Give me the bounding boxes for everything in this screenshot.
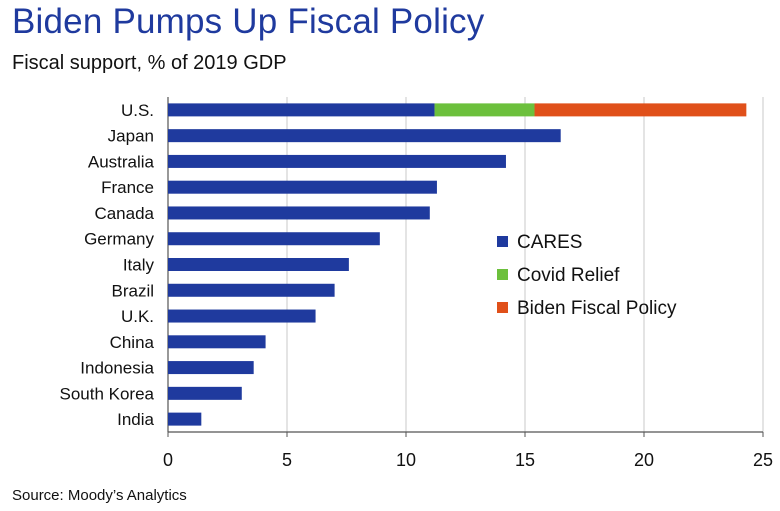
chart-subtitle: Fiscal support, % of 2019 GDP xyxy=(12,52,287,74)
bar-cares xyxy=(168,129,561,143)
x-tick-label: 10 xyxy=(396,450,416,470)
bars xyxy=(168,103,747,426)
legend-swatch xyxy=(497,302,508,313)
legend-swatch xyxy=(497,269,508,280)
legend-label: CARES xyxy=(517,232,582,253)
category-label: Canada xyxy=(94,204,154,223)
bar-cares xyxy=(168,206,430,220)
bar-cares xyxy=(168,283,335,297)
x-tick-label: 5 xyxy=(282,450,292,470)
category-label: U.S. xyxy=(121,101,154,120)
category-label: Brazil xyxy=(111,281,154,300)
category-label: Germany xyxy=(84,230,154,249)
bar-cares xyxy=(168,386,242,400)
x-tick-label: 15 xyxy=(515,450,535,470)
bar-covid-relief xyxy=(434,103,535,117)
bar-cares xyxy=(168,309,316,323)
category-label: France xyxy=(101,178,154,197)
bar-cares xyxy=(168,412,202,426)
category-label: India xyxy=(117,410,154,429)
category-labels: U.S. Japan Australia France Canada Germany Ita… xyxy=(59,101,154,429)
bar-cares xyxy=(168,180,437,194)
bar-cares xyxy=(168,154,506,168)
x-tick-labels: 0 5 10 15 20 25 xyxy=(163,450,773,470)
category-label: Italy xyxy=(123,256,155,275)
category-label: Indonesia xyxy=(80,359,154,378)
bar-biden-fiscal-policy xyxy=(534,103,747,117)
x-tick-label: 0 xyxy=(163,450,173,470)
category-label: South Korea xyxy=(59,384,154,403)
category-label: U.K. xyxy=(121,307,154,326)
bar-cares xyxy=(168,335,266,349)
legend-label: Biden Fiscal Policy xyxy=(517,298,677,319)
category-label: Australia xyxy=(88,152,155,171)
bar-cares xyxy=(168,103,435,117)
chart-title: Biden Pumps Up Fiscal Policy xyxy=(12,2,485,41)
x-tick-label: 25 xyxy=(753,450,773,470)
legend-swatch xyxy=(497,236,508,247)
legend-label: Covid Relief xyxy=(517,265,620,286)
category-label: Japan xyxy=(108,127,154,146)
category-label: China xyxy=(110,333,155,352)
x-tick-label: 20 xyxy=(634,450,654,470)
bar-cares xyxy=(168,258,349,271)
bar-cares xyxy=(168,361,254,375)
source-note: Source: Moody’s Analytics xyxy=(12,487,187,504)
bar-cares xyxy=(168,232,380,246)
legend: CARES Covid Relief Biden Fiscal Policy xyxy=(497,232,677,319)
